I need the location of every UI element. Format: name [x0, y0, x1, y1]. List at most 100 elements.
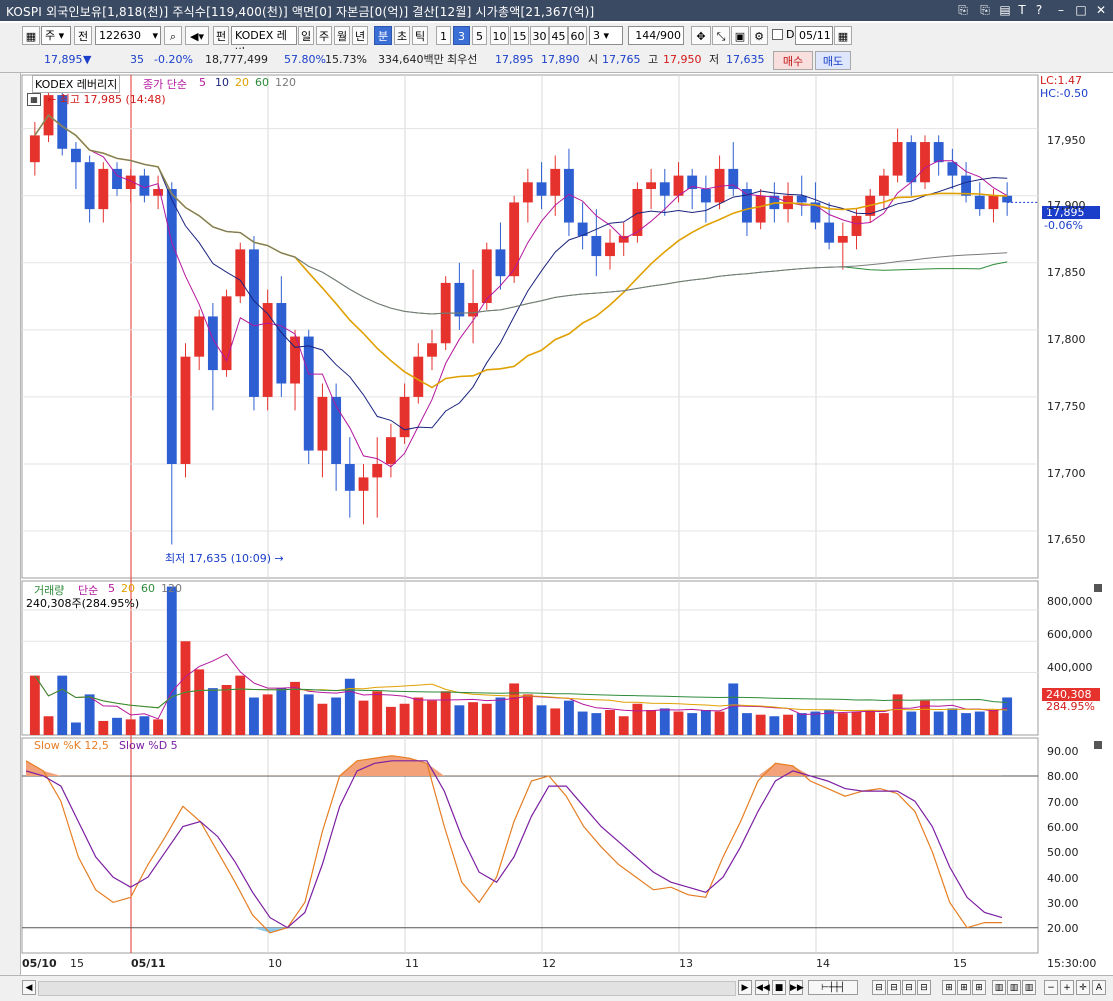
candle-body: [30, 135, 40, 162]
interval-45[interactable]: 45: [549, 26, 568, 45]
count-field[interactable]: 144/900: [628, 26, 684, 45]
interval-select[interactable]: 3 ▾: [589, 26, 623, 45]
current-price: 17,895: [44, 52, 83, 68]
candle-body: [112, 169, 122, 189]
close-icon[interactable]: ✕: [1094, 3, 1108, 17]
ma-120-label: 120: [275, 76, 296, 89]
low-price: 17,635: [726, 52, 765, 68]
volume-bar: [57, 676, 67, 735]
crosshair-icon[interactable]: ✛: [1076, 980, 1090, 995]
minus-icon[interactable]: −: [1044, 980, 1058, 995]
interval-3[interactable]: 3: [453, 26, 470, 45]
stop-icon[interactable]: ■: [772, 980, 786, 995]
ma-5-label: 5: [199, 76, 206, 89]
layout-a-icon[interactable]: ⊟: [872, 980, 886, 995]
volume-bar: [947, 708, 957, 735]
volume-bar: [85, 694, 95, 735]
code-input[interactable]: 122630 ▾: [95, 26, 161, 45]
grid-icon[interactable]: ▦: [27, 93, 41, 106]
tile-a-icon[interactable]: ▥: [992, 980, 1006, 995]
volume-bar: [304, 694, 314, 735]
zoom-slider[interactable]: ⊢┼┼┤: [808, 980, 858, 995]
help-icon[interactable]: ?: [1032, 3, 1046, 17]
volume-bar: [605, 710, 615, 735]
save-icon[interactable]: ▣: [731, 26, 749, 45]
gear-icon[interactable]: ⚙: [750, 26, 768, 45]
search-icon[interactable]: ⌕: [164, 26, 182, 45]
x-tick: 05/10: [22, 957, 57, 970]
volume-bar: [619, 716, 629, 735]
vol-y-tick: 400,000: [1047, 661, 1093, 674]
tab-minute[interactable]: 분: [374, 26, 392, 45]
y-tick: 17,850: [1047, 266, 1086, 279]
tab-second[interactable]: 초: [394, 26, 410, 45]
volume-bar: [30, 676, 40, 735]
tile-b-icon[interactable]: ▥: [1007, 980, 1021, 995]
d-checkbox[interactable]: [772, 29, 783, 40]
sell-button[interactable]: 매도: [815, 51, 851, 70]
copy-icon[interactable]: ⎘: [956, 3, 970, 17]
layout-c-icon[interactable]: ⊟: [902, 980, 916, 995]
hc-label: HC:-0.50: [1040, 87, 1088, 100]
split-b-icon[interactable]: ⊞: [957, 980, 971, 995]
interval-5[interactable]: 5: [472, 26, 487, 45]
tab-month[interactable]: 월: [334, 26, 350, 45]
candle-body: [85, 162, 95, 209]
plus-icon[interactable]: +: [1060, 980, 1074, 995]
split-a-icon[interactable]: ⊞: [942, 980, 956, 995]
d-checkbox-label: D: [786, 28, 794, 41]
stochastic-panel-frame: [22, 738, 1038, 953]
layout-icon[interactable]: ▤: [998, 3, 1012, 17]
interval-60[interactable]: 60: [568, 26, 587, 45]
buy-button[interactable]: 매수: [773, 51, 813, 70]
tab-year[interactable]: 년: [352, 26, 368, 45]
scroll-left-icon[interactable]: ◀: [22, 980, 36, 995]
minimize-icon[interactable]: –: [1054, 3, 1068, 17]
calendar-icon[interactable]: ▦: [834, 26, 852, 45]
sound-icon[interactable]: ◀▾: [185, 26, 209, 45]
chart-area[interactable]: [20, 73, 1113, 975]
volume-bar: [687, 713, 697, 735]
volume-bar: [126, 719, 136, 735]
tab-tick[interactable]: 틱: [412, 26, 428, 45]
type-button[interactable]: 전: [74, 26, 92, 45]
interval-15[interactable]: 15: [510, 26, 529, 45]
vol-ma-120-label: 120: [161, 582, 182, 595]
date-input[interactable]: 05/11: [795, 26, 833, 45]
y-tick: 17,900: [1047, 199, 1086, 212]
tab-week[interactable]: 주: [316, 26, 332, 45]
volume-bar: [769, 716, 779, 735]
candle-body: [263, 303, 273, 397]
candle-body: [318, 397, 328, 451]
maximize-icon[interactable]: □: [1074, 3, 1088, 17]
tab-day[interactable]: 일: [298, 26, 314, 45]
interval-1[interactable]: 1: [436, 26, 451, 45]
rewind-icon[interactable]: ◀◀: [755, 980, 769, 995]
text-icon[interactable]: T: [1015, 3, 1029, 17]
scroll-toggle-icon[interactable]: ✥: [691, 26, 711, 45]
layout-b-icon[interactable]: ⊟: [887, 980, 901, 995]
volume-bar: [441, 691, 451, 735]
panel-close-icon[interactable]: [1094, 741, 1102, 749]
ma-60-label: 60: [255, 76, 269, 89]
split-c-icon[interactable]: ⊞: [972, 980, 986, 995]
scroll-right-icon[interactable]: ▶: [738, 980, 752, 995]
vol-ma-20-label: 20: [121, 582, 135, 595]
name-field[interactable]: KODEX 레버: [231, 26, 297, 45]
forward-icon[interactable]: ▶▶: [789, 980, 803, 995]
volume-bar: [961, 713, 971, 735]
tile-c-icon[interactable]: ▥: [1022, 980, 1036, 995]
copy-icon[interactable]: ⎘: [978, 3, 992, 17]
zoom-icon[interactable]: ⤡: [712, 26, 730, 45]
layout-d-icon[interactable]: ⊟: [917, 980, 931, 995]
panel-close-icon[interactable]: [1094, 584, 1102, 592]
candle-body: [893, 142, 903, 176]
auto-scale-icon[interactable]: A: [1092, 980, 1106, 995]
high-label: 고: [648, 52, 658, 68]
chart-menu-icon[interactable]: ▦: [22, 26, 40, 45]
interval-30[interactable]: 30: [530, 26, 549, 45]
horizontal-scrollbar[interactable]: [38, 981, 736, 996]
interval-10[interactable]: 10: [490, 26, 509, 45]
candle-body: [181, 357, 191, 464]
period-select[interactable]: 주 ▾: [41, 26, 71, 45]
